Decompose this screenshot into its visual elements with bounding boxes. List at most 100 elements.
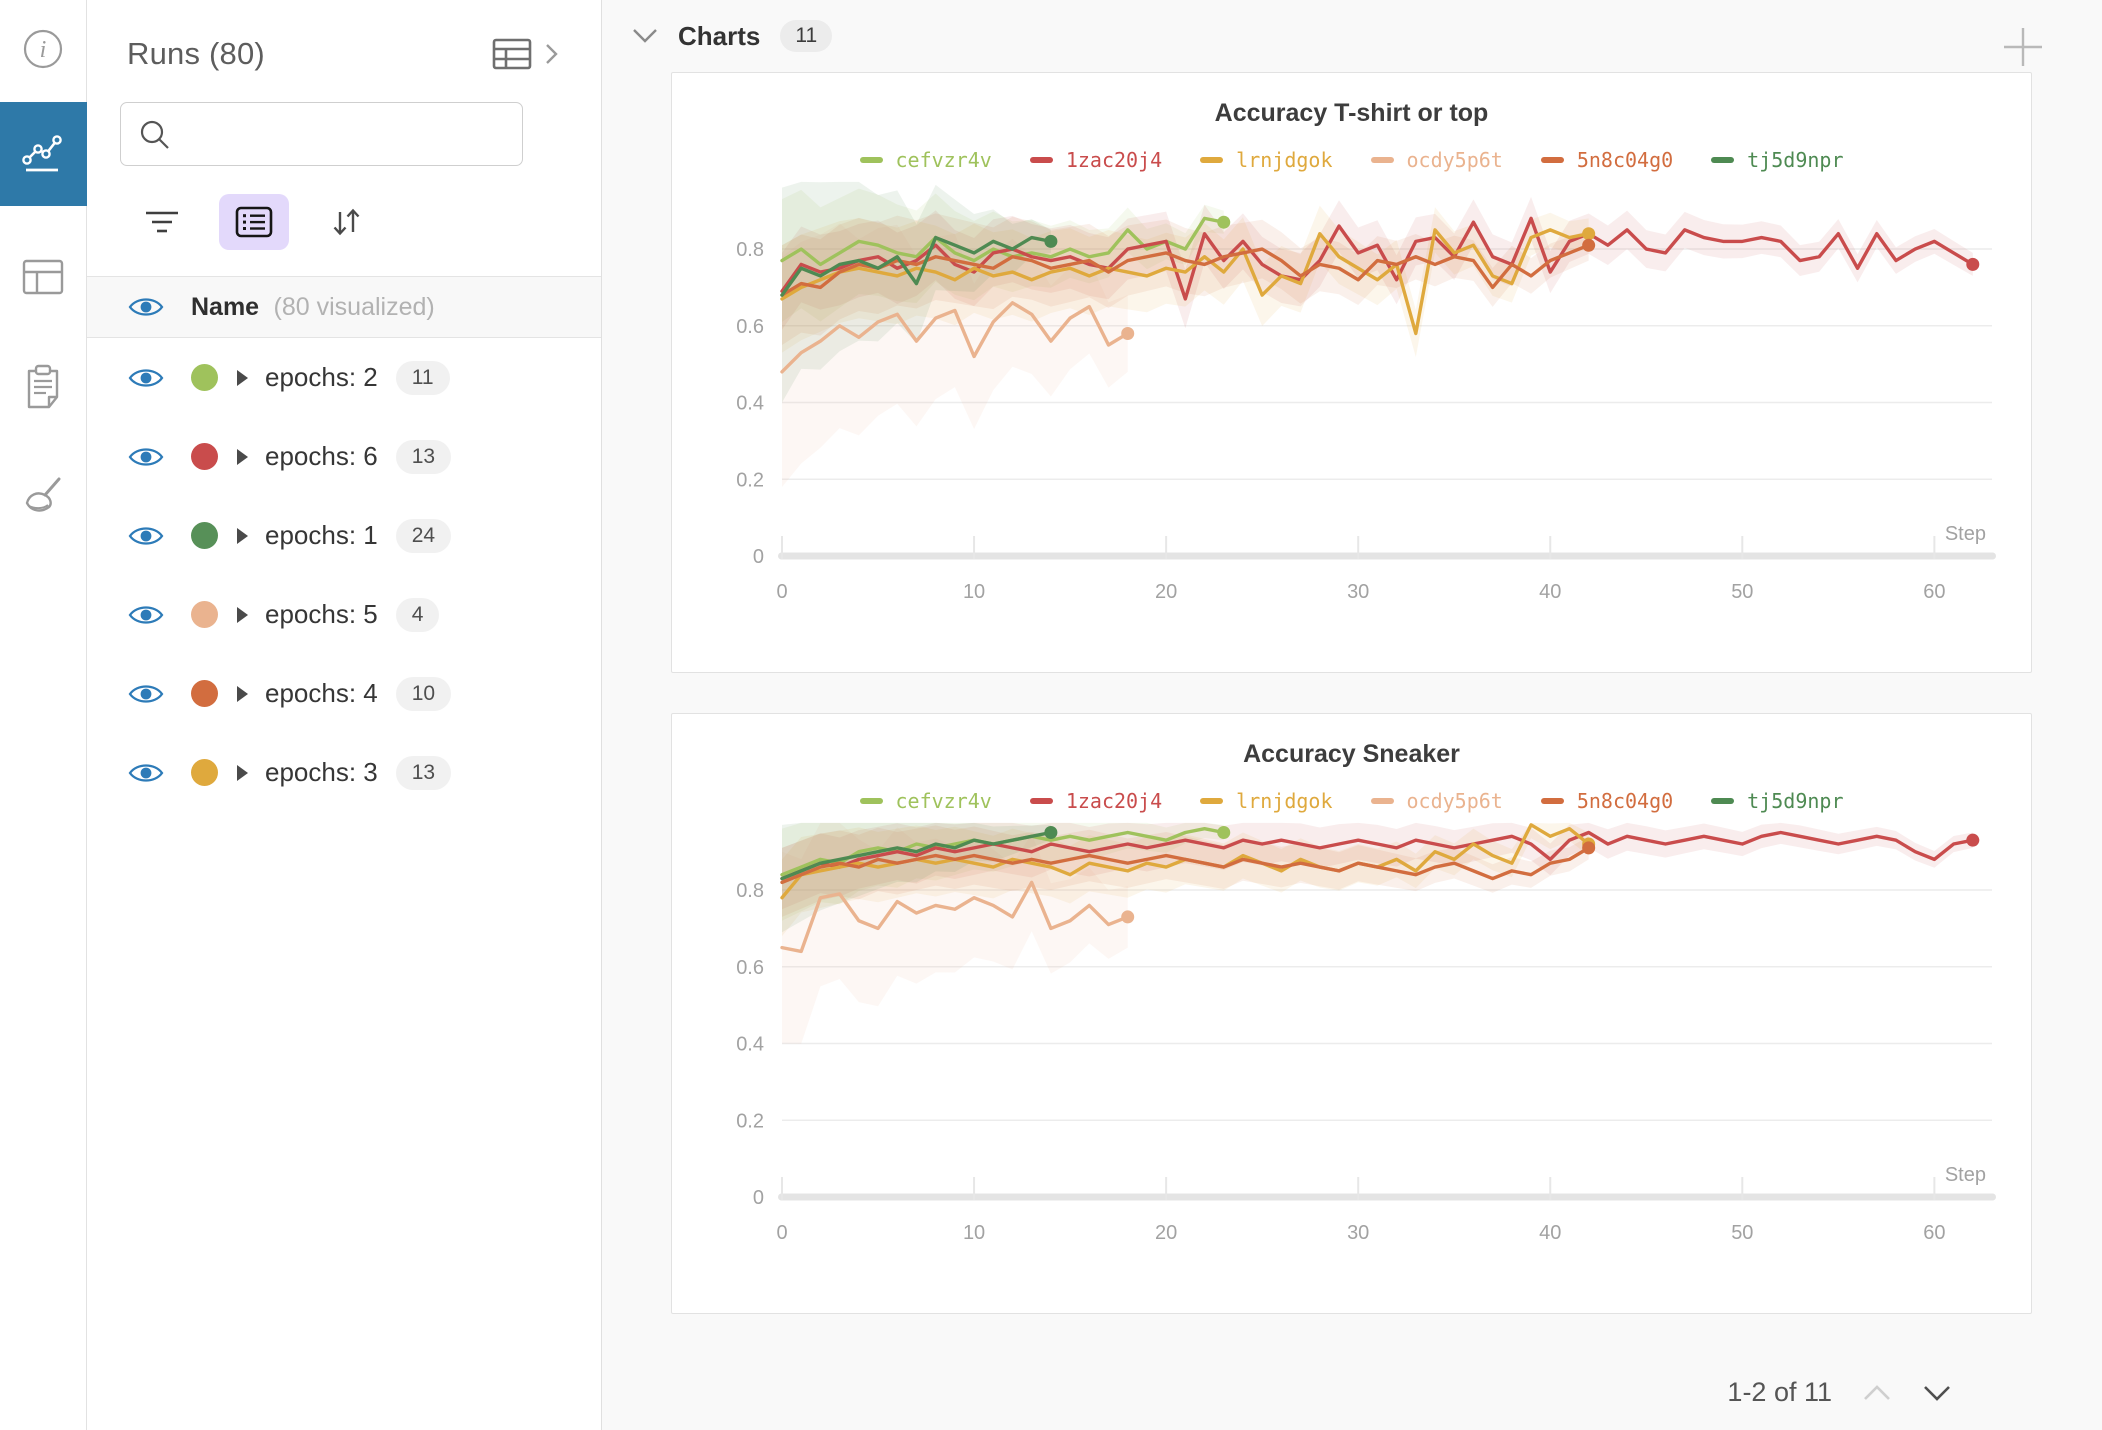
svg-text:60: 60 <box>1923 1222 1945 1244</box>
line-chart-plot[interactable]: 0 10 20 30 40 50 60 0 0.2 0.4 0.6 0.8 Step <box>682 815 2022 1255</box>
rail-item-table[interactable] <box>0 238 87 316</box>
section-collapse-button[interactable] <box>632 28 658 44</box>
eye-icon[interactable] <box>127 444 165 470</box>
legend-item[interactable]: cefvzr4v <box>859 148 992 172</box>
run-count-badge: 13 <box>395 755 452 790</box>
svg-text:0: 0 <box>752 546 763 568</box>
legend-item[interactable]: tj5d9npr <box>1711 789 1843 813</box>
legend-swatch <box>1370 798 1394 804</box>
legend-item[interactable]: 1zac20j4 <box>1029 148 1163 172</box>
legend-run-name: tj5d9npr <box>1747 789 1844 813</box>
legend-swatch <box>859 157 883 163</box>
clipboard-icon <box>27 364 59 409</box>
pagination-next-button[interactable] <box>1922 1384 1952 1402</box>
chart-legend: cefvzr4v 1zac20j4 lrnjdgok ocdy5p6t 5n8c… <box>672 148 2031 172</box>
legend-swatch <box>1540 798 1564 804</box>
run-group-row[interactable]: epochs: 5 4 <box>87 575 601 654</box>
legend-item[interactable]: lrnjdgok <box>1200 148 1333 172</box>
group-list-button[interactable] <box>219 194 289 250</box>
runs-table-expand-button[interactable] <box>491 36 541 72</box>
pagination-prev-button[interactable] <box>1862 1384 1892 1402</box>
run-group-row[interactable]: epochs: 2 11 <box>87 338 601 417</box>
caret-right-icon[interactable] <box>236 448 249 466</box>
eye-icon[interactable] <box>127 365 165 391</box>
legend-item[interactable]: tj5d9npr <box>1711 148 1843 172</box>
run-group-row[interactable]: epochs: 1 24 <box>87 496 601 575</box>
legend-item[interactable]: 1zac20j4 <box>1029 789 1163 813</box>
run-group-row[interactable]: epochs: 6 13 <box>87 417 601 496</box>
legend-item[interactable]: 5n8c04g0 <box>1540 148 1673 172</box>
runs-title: Runs (80) <box>127 36 265 71</box>
legend-item[interactable]: ocdy5p6t <box>1370 789 1503 813</box>
svg-text:0: 0 <box>776 1222 787 1244</box>
eye-icon[interactable] <box>127 602 165 628</box>
svg-text:10: 10 <box>962 1222 984 1244</box>
run-count-badge: 4 <box>395 597 440 632</box>
run-group-label[interactable]: epochs: 6 <box>265 441 378 471</box>
caret-right-icon[interactable] <box>236 606 249 624</box>
chevron-down-icon <box>1924 1385 1950 1401</box>
legend-run-name: tj5d9npr <box>1747 148 1844 172</box>
legend-run-name: 1zac20j4 <box>1065 148 1163 172</box>
run-group-label[interactable]: epochs: 3 <box>265 757 378 787</box>
run-group-label[interactable]: epochs: 2 <box>265 362 378 392</box>
svg-text:30: 30 <box>1347 1222 1369 1244</box>
legend-run-name: lrnjdgok <box>1236 148 1333 172</box>
runs-search-input[interactable] <box>120 102 523 166</box>
filter-button[interactable] <box>127 194 197 250</box>
line-chart-plot[interactable]: 0 10 20 30 40 50 60 0 0.2 0.4 0.6 0.8 Step <box>682 174 2022 614</box>
legend-run-name: cefvzr4v <box>895 148 992 172</box>
chevron-right-icon <box>546 44 558 64</box>
legend-item[interactable]: 5n8c04g0 <box>1540 789 1674 813</box>
svg-text:Step: Step <box>1944 1164 1985 1186</box>
caret-right-icon[interactable] <box>236 764 249 782</box>
legend-item[interactable]: lrnjdgok <box>1200 789 1333 813</box>
legend-run-name: 5n8c04g0 <box>1576 789 1674 813</box>
runs-sidebar: Runs (80) <box>87 0 602 1430</box>
run-color-dot <box>191 364 218 391</box>
eye-icon[interactable] <box>127 294 165 320</box>
run-group-row[interactable]: epochs: 4 10 <box>87 654 601 733</box>
name-header-row[interactable]: Name (80 visualized) <box>87 276 601 338</box>
charts-section-header: Charts 11 <box>602 0 2102 72</box>
add-panel-button[interactable] <box>2000 24 2046 75</box>
legend-item[interactable]: ocdy5p6t <box>1370 148 1503 172</box>
svg-text:0.6: 0.6 <box>736 316 764 338</box>
eye-icon[interactable] <box>127 523 165 549</box>
eye-icon[interactable] <box>127 681 165 707</box>
chevron-up-icon <box>1864 1384 1890 1400</box>
run-group-row[interactable]: epochs: 3 13 <box>87 733 601 812</box>
eye-icon[interactable] <box>127 760 165 786</box>
charts-workspace: Charts 11 Accuracy T-shirt or top cefvzr… <box>602 0 2102 1430</box>
caret-right-icon[interactable] <box>236 527 249 545</box>
svg-text:50: 50 <box>1731 1222 1753 1244</box>
runs-header: Runs (80) <box>87 0 601 72</box>
sort-button[interactable] <box>311 194 381 250</box>
list-icon <box>235 206 273 238</box>
svg-text:50: 50 <box>1731 581 1753 603</box>
legend-swatch <box>1029 798 1053 804</box>
legend-item[interactable]: cefvzr4v <box>859 789 992 813</box>
svg-text:60: 60 <box>1923 581 1945 603</box>
run-group-label[interactable]: epochs: 4 <box>265 678 378 708</box>
table-icon <box>22 259 64 295</box>
caret-right-icon[interactable] <box>236 685 249 703</box>
caret-right-icon[interactable] <box>236 369 249 387</box>
runs-expand-chevron[interactable] <box>543 39 561 69</box>
chevron-down-icon <box>633 29 657 43</box>
run-color-dot <box>191 601 218 628</box>
svg-text:Step: Step <box>1944 523 1985 545</box>
legend-run-name: 1zac20j4 <box>1065 789 1163 813</box>
rail-item-charts[interactable] <box>0 102 87 206</box>
run-count-badge: 24 <box>395 518 452 553</box>
legend-swatch <box>859 798 883 804</box>
svg-text:40: 40 <box>1539 581 1561 603</box>
rail-item-notes[interactable] <box>0 348 87 426</box>
svg-text:0.6: 0.6 <box>736 957 764 979</box>
run-group-label[interactable]: epochs: 5 <box>265 599 378 629</box>
chart-panel[interactable]: Accuracy Sneaker cefvzr4v 1zac20j4 lrnjd… <box>671 713 2032 1314</box>
chart-panel[interactable]: Accuracy T-shirt or top cefvzr4v 1zac20j… <box>671 72 2032 673</box>
run-group-label[interactable]: epochs: 1 <box>265 520 378 550</box>
rail-item-info[interactable]: i <box>0 10 87 88</box>
rail-item-sweep[interactable] <box>0 458 87 536</box>
